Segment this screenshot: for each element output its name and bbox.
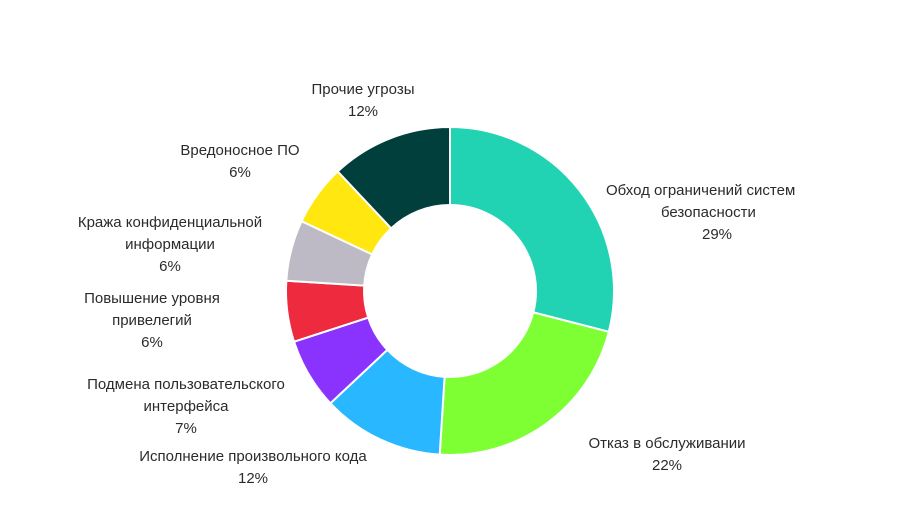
label-slice-5: Кража конфиденциальной информации 6% (52, 212, 288, 278)
label-percent: 12% (347, 103, 379, 120)
donut-slice-7 (336, 125, 451, 230)
label-line: Кража конфиденциальной (77, 214, 263, 231)
label-slice-0: Обход ограничений систем безопасности 29… (606, 180, 795, 246)
label-slice-6: Вредоносное ПО 6% (160, 140, 320, 184)
label-line: Обход ограничений систем (606, 182, 796, 199)
label-line: Отказ в обслуживании (588, 435, 746, 452)
label-percent: 12% (237, 470, 269, 487)
label-percent: 29% (702, 226, 733, 243)
label-slice-2: Исполнение произвольного кода 12% (110, 446, 396, 490)
label-slice-4: Повышение уровня привелегий 6% (60, 288, 244, 354)
label-percent: 7% (175, 420, 197, 437)
label-percent: 6% (159, 258, 181, 275)
label-line: информации (125, 236, 215, 253)
label-slice-7: Прочие угрозы 12% (290, 79, 436, 123)
donut-slice-0 (449, 125, 615, 334)
label-line: Исполнение произвольного кода (139, 448, 367, 465)
label-line: Вредоносное ПО (180, 142, 300, 159)
label-line: Прочие угрозы (311, 81, 415, 98)
label-slice-1: Отказ в обслуживании 22% (569, 433, 765, 477)
label-percent: 6% (229, 164, 251, 181)
label-line: безопасности (661, 204, 756, 221)
label-line: привелегий (112, 312, 192, 329)
label-line: Повышение уровня (84, 290, 220, 307)
label-slice-3: Подмена пользовательского интерфейса 7% (56, 374, 316, 440)
label-line: интерфейса (143, 398, 229, 415)
label-percent: 6% (141, 334, 163, 351)
donut-slice-1 (438, 311, 611, 456)
label-percent: 22% (651, 457, 683, 474)
label-line: Подмена пользовательского (87, 376, 285, 393)
